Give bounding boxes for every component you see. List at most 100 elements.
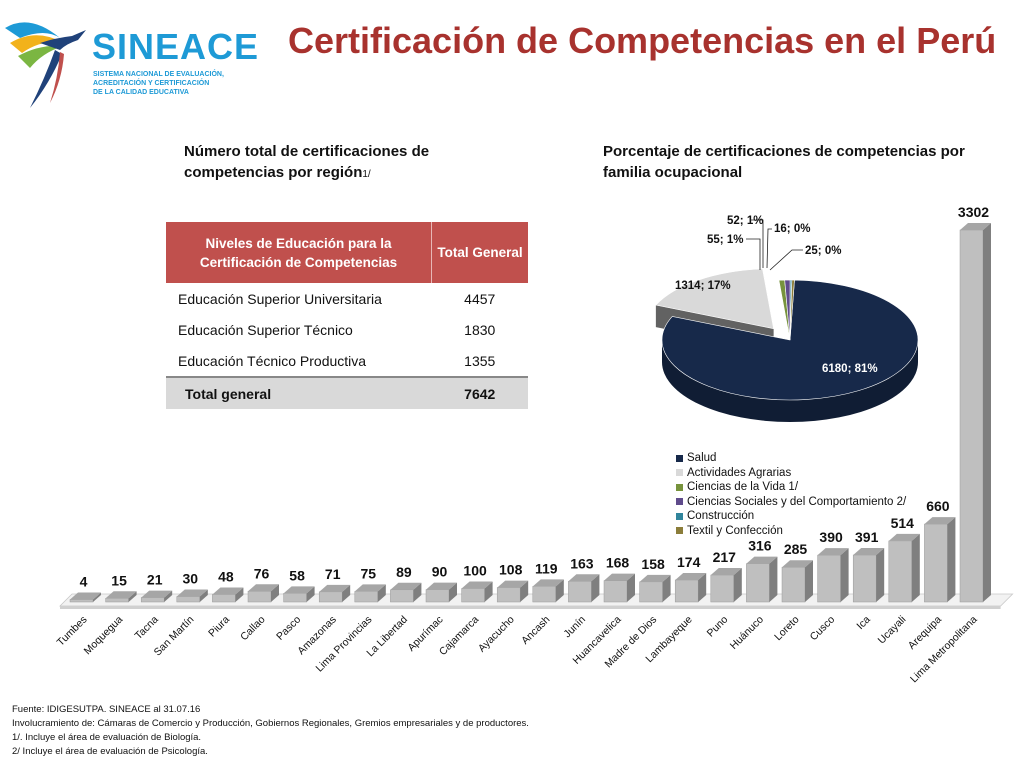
pie-chart: 6180; 81% 1314; 17% 55; 1% 52; 1% 16; 0% 25; … [655,215,919,422]
bar-value-label: 163 [570,555,594,571]
legend-swatch [676,483,683,491]
bar-value-label: 4 [80,574,88,590]
legend-swatch [676,454,683,462]
bar-category-label: Pasco [274,614,303,643]
right-subtitle: Porcentaje de certificaciones de compete… [603,143,965,181]
chart-floor-edge [60,606,1001,609]
legend-item: Salud [676,451,906,466]
pie-legend: Salud Actividades Agrarias Ciencias de la … [676,451,906,538]
subtitle-note: 1/ [362,169,371,180]
bar [140,590,173,603]
bar-category-label: Junín [561,614,588,641]
legend-label: Actividades Agrarias [687,466,792,479]
pie-slice-side [662,340,918,422]
sineace-logo: SINEACE SISTEMA NACIONAL DE EVALUACIÓN, … [0,8,258,118]
bar-value-label: 58 [289,567,305,583]
legend-label: Textil y Confección [687,524,783,537]
bar [746,556,778,603]
table-total-row: Total general 7642 [166,376,528,409]
bar-category-label: Lambayeque [643,614,695,666]
bird-logo-icon [5,22,86,108]
bar-value-label: 217 [713,549,737,565]
legend-item: Ciencias de la Vida 1/ [676,480,906,495]
bar-category-label: Amazonas [295,614,339,658]
bar-value-label: 30 [183,571,199,587]
bar-category-label: Moquegua [82,614,126,658]
bar [496,580,529,603]
row-value: 1830 [464,321,496,338]
legend-item: Textil y Confección [676,524,906,539]
bar-value-label: 174 [677,554,701,570]
bar-category-label: Lima Metropolitana [908,614,980,686]
bar [354,584,386,603]
bar-category-label: Huancavelica [571,614,624,667]
bar-category-label: Ancash [519,614,552,647]
bar [603,573,635,603]
bar-category-label: Apurímac [405,614,445,654]
legend-label: Construcción [687,510,755,522]
bar-category-label: La Libertad [364,614,410,660]
bar-category-label: Tumbes [55,614,90,649]
logo-subtitle: SISTEMA NACIONAL DE EVALUACIÓN, ACREDITA… [93,71,224,96]
page-title: Certificación de Competencias en el Perú [288,20,997,61]
bar-value-label: 76 [254,565,270,581]
bar-value-label: 48 [218,568,234,584]
bar-value-label: 168 [606,555,630,571]
bar-category-label: San Martín [152,614,197,659]
bar-category-label: Madre de Dios [602,614,659,671]
bar-value-label: 108 [499,562,523,578]
bar-category-label: Cajamarca [437,614,481,658]
bar-category-label: Tacna [133,614,161,642]
bar [924,517,956,603]
legend-swatch [676,512,683,520]
bar-category-label: Arequipa [906,614,944,652]
bar-value-label: 3302 [958,204,989,220]
bar [283,586,315,603]
bar-value-label: 71 [325,566,341,582]
pie-data-label: 55; 1% [707,234,743,246]
bar [425,582,457,603]
bar [461,581,493,603]
bar-value-label: 21 [147,572,163,588]
bar-category-label: Huánuco [728,614,766,652]
bar [105,591,137,603]
bar-value-label: 15 [111,572,127,588]
row-label: Educación Superior Universitaria [178,290,382,307]
bar [390,582,422,603]
bar [532,579,564,603]
table-row: Educación Superior Universitaria 4457 [166,283,528,314]
bar-category-label: Piura [206,614,232,640]
bar [639,574,671,603]
pie-slice [789,279,795,341]
footer-notes: Fuente: IDIGESUTPA. SINEACE al 31.07.16 … [12,703,529,759]
bar [212,587,244,603]
pie-leader-line [769,249,803,271]
table-row: Educación Superior Técnico 1830 [166,314,528,345]
pie-slice [661,279,919,401]
legend-label: Salud [687,452,717,464]
footer-line: Fuente: IDIGESUTPA. SINEACE al 31.07.16 [12,704,201,715]
footer-line: 1/. Incluye el área de evaluación de Bio… [12,732,202,743]
total-label: Total general [166,376,432,409]
bar-category-label: Puno [705,614,731,640]
bar [568,574,600,603]
pie-data-label: 6180; 81% [822,363,878,375]
bar [247,584,279,603]
bar [674,572,707,603]
pie-slice [655,268,774,330]
row-value: 1355 [464,352,496,369]
bar-value-label: 285 [784,541,808,557]
row-value: 4457 [464,290,496,307]
legend-item: Ciencias Sociales y del Comportamiento 2… [676,495,906,510]
total-value: 7642 [431,376,528,409]
pie-leader-line [746,238,761,270]
legend-item: Actividades Agrarias [676,466,906,481]
bar [817,548,849,603]
bar [852,548,885,603]
bar [959,223,991,603]
bar [318,584,351,603]
bar-category-label: Loreto [772,614,802,644]
bar-category-label: Ayacucho [476,614,517,655]
legend-label: Ciencias de la Vida 1/ [687,481,799,493]
bar-category-label: Ica [854,614,873,633]
